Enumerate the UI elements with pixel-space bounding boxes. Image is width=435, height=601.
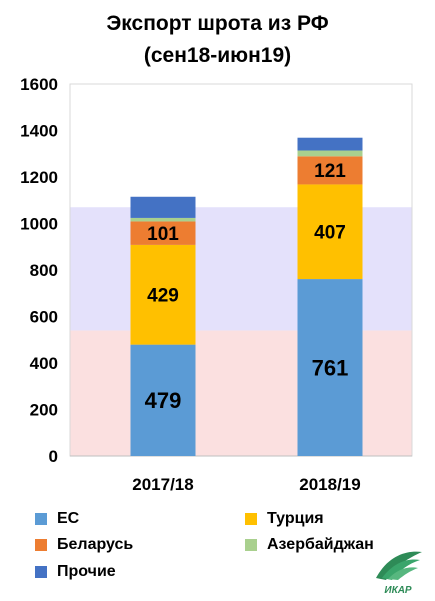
- legend-item: ЕС: [35, 509, 79, 529]
- legend-swatch: [35, 513, 47, 525]
- legend-label: ЕС: [57, 510, 80, 527]
- legend-item: Прочие: [35, 562, 116, 582]
- y-tick-label: 1400: [20, 122, 58, 141]
- data-label: 121: [314, 161, 346, 182]
- bar-segment: [297, 150, 363, 157]
- x-axis-tick-labels: 2017/18 2018/19: [132, 475, 360, 494]
- legend-item: Турция: [245, 509, 324, 529]
- legend-swatch: [35, 566, 47, 578]
- chart-title-block: Экспорт шрота из РФ (сен18-июн19): [0, 8, 435, 72]
- ikar-logo: ИКАР: [372, 548, 424, 596]
- data-label: 761: [312, 355, 349, 380]
- data-label: 479: [145, 388, 182, 413]
- x-tick-label: 2018/19: [299, 475, 360, 494]
- legend-label: Азербайджан: [267, 536, 374, 553]
- legend-label: Прочие: [57, 563, 116, 580]
- bar-segment: [130, 196, 196, 218]
- bar-segment: [130, 221, 196, 245]
- chart-title: Экспорт шрота из РФ: [106, 12, 329, 35]
- legend-item: Беларусь: [35, 535, 133, 555]
- bars: 479 429 101 761 407 121: [130, 137, 363, 456]
- bar-segment: [297, 137, 363, 151]
- y-axis-tick-labels: 0 200 400 600 800 1000 1200 1400 1600: [20, 75, 58, 466]
- bar-segment: [130, 344, 196, 456]
- bar-segment: [130, 217, 196, 222]
- y-tick-label: 1600: [20, 75, 58, 94]
- legend-label: Турция: [267, 510, 324, 527]
- bar-segment: [297, 184, 363, 280]
- x-tick-label: 2017/18: [132, 475, 193, 494]
- y-tick-label: 600: [30, 308, 58, 327]
- y-tick-label: 1200: [20, 168, 58, 187]
- data-label: 407: [314, 223, 346, 244]
- chart-subtitle: (сен18-июн19): [143, 44, 292, 67]
- y-tick-label: 800: [30, 261, 58, 280]
- legend-swatch: [35, 539, 47, 551]
- legend-swatch: [245, 539, 257, 551]
- bar-segment: [297, 156, 363, 185]
- legend-item: Азербайджан: [245, 535, 374, 555]
- data-label: 429: [147, 286, 179, 307]
- logo-text: ИКАР: [384, 585, 412, 596]
- legend-swatch: [245, 513, 257, 525]
- bar-segment: [130, 244, 196, 345]
- y-tick-label: 200: [30, 401, 58, 420]
- legend-label: Беларусь: [57, 536, 134, 553]
- data-label: 101: [147, 224, 179, 245]
- ikar-wing-icon: ИКАР: [376, 551, 422, 596]
- y-tick-label: 1000: [20, 215, 58, 234]
- y-tick-label: 400: [30, 354, 58, 373]
- y-tick-label: 0: [49, 447, 58, 466]
- bar-segment: [297, 279, 363, 456]
